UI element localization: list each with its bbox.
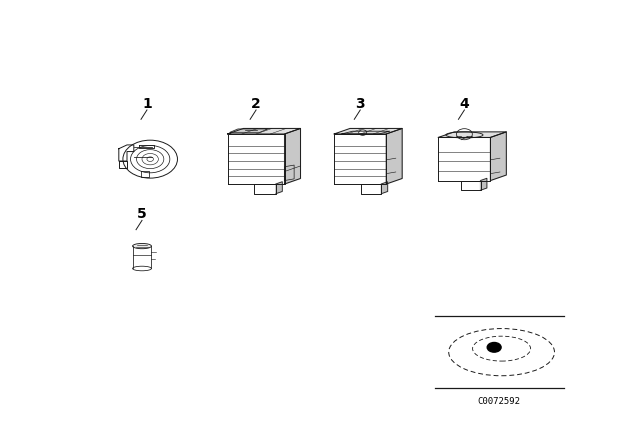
Polygon shape	[381, 182, 388, 194]
Ellipse shape	[132, 243, 152, 249]
Polygon shape	[387, 129, 402, 184]
Polygon shape	[438, 132, 506, 138]
Text: 2: 2	[252, 97, 261, 111]
Polygon shape	[334, 129, 402, 134]
Polygon shape	[285, 129, 300, 184]
Circle shape	[359, 130, 367, 135]
Circle shape	[487, 342, 501, 352]
Polygon shape	[342, 131, 390, 134]
Text: 3: 3	[355, 97, 365, 111]
Polygon shape	[481, 178, 487, 190]
Text: 4: 4	[460, 97, 469, 111]
Polygon shape	[276, 182, 282, 194]
Text: C0072592: C0072592	[477, 397, 520, 406]
Text: 5: 5	[137, 207, 147, 221]
Polygon shape	[228, 129, 300, 134]
Polygon shape	[490, 132, 506, 181]
Polygon shape	[230, 129, 268, 132]
Text: 1: 1	[142, 97, 152, 111]
